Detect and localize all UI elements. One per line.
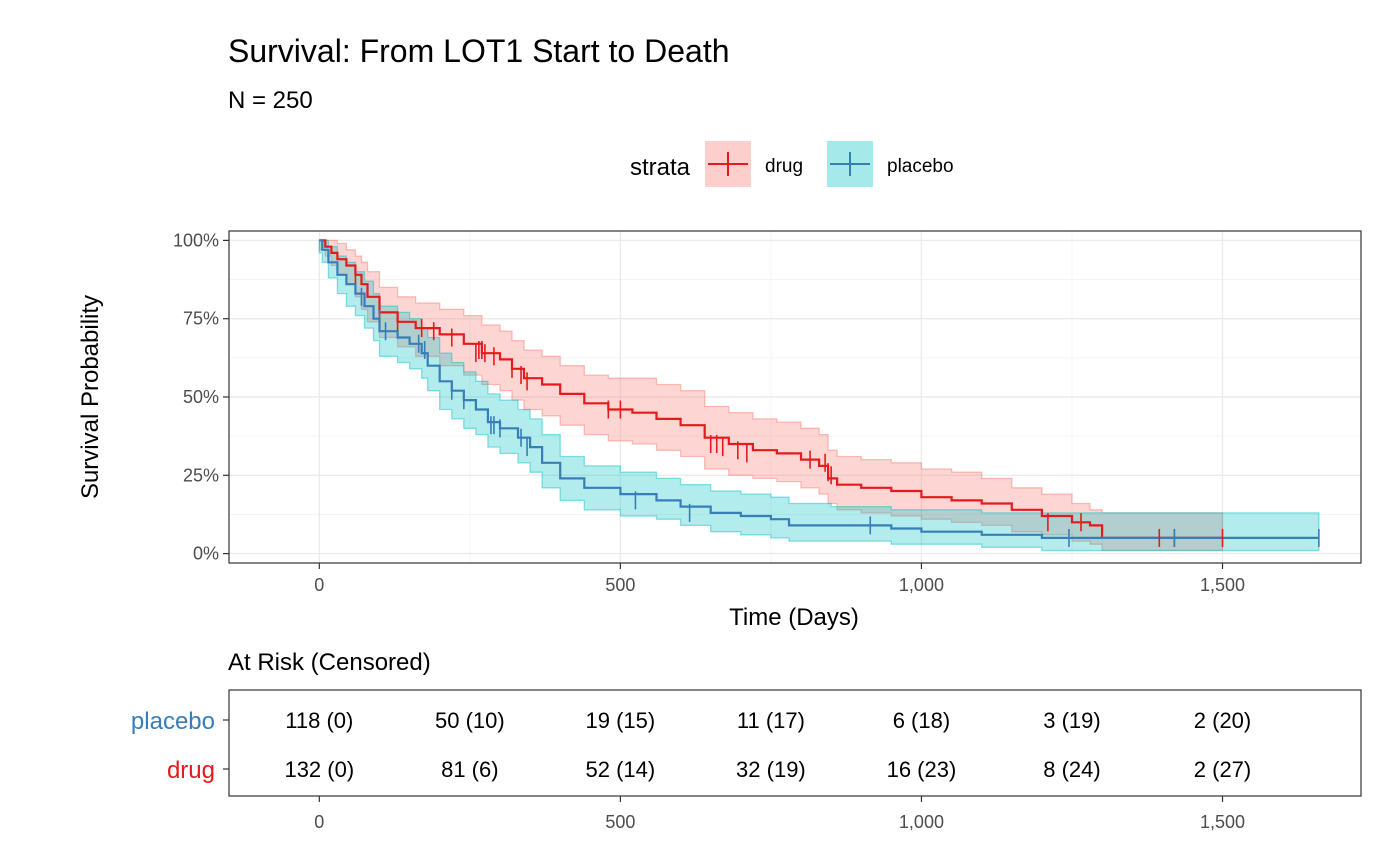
risk-table: placebo 118 (0) 50 (10) 19 (15) 11 (17) 6 (18… <box>131 689 1362 832</box>
risk-cell: 3 (19) <box>1043 708 1100 733</box>
risk-cell: 81 (6) <box>441 757 498 782</box>
risk-x-tick-label: 1,000 <box>899 812 944 832</box>
risk-cell: 11 (17) <box>737 708 805 733</box>
legend-title: strata <box>630 154 691 181</box>
risk-table-frame <box>228 689 1362 797</box>
risk-cell: 52 (14) <box>586 757 656 782</box>
chart-subtitle: N = 250 <box>228 87 313 114</box>
risk-cell: 16 (23) <box>887 757 957 782</box>
y-tick-label: 0% <box>193 544 219 564</box>
survival-plot-panel: 0 500 1,000 1,500 0% 25% 50% 75% 100% <box>173 230 1362 595</box>
chart-title: Survival: From LOT1 Start to Death <box>228 33 730 69</box>
risk-cell: 132 (0) <box>284 757 354 782</box>
survival-curve-drug <box>319 239 1223 539</box>
confidence-band-placebo <box>318 239 1320 552</box>
risk-x-tick-label: 1,500 <box>1200 812 1245 832</box>
risk-cell: 6 (18) <box>893 708 950 733</box>
legend-label-drug: drug <box>765 156 803 177</box>
risk-cell: 32 (19) <box>736 757 806 782</box>
y-tick-label: 100% <box>173 230 219 250</box>
x-tick-label: 0 <box>314 575 324 595</box>
risk-cell: 2 (27) <box>1194 757 1251 782</box>
legend-key-drug <box>705 141 751 187</box>
y-tick-label: 75% <box>183 309 219 329</box>
risk-cell: 118 (0) <box>285 708 353 733</box>
x-axis-label: Time (Days) <box>729 604 859 631</box>
legend-key-placebo <box>827 141 873 187</box>
legend: strata drug placebo <box>630 141 954 187</box>
risk-row-label-drug: drug <box>167 757 215 784</box>
risk-cell: 2 (20) <box>1194 708 1251 733</box>
confidence-band-drug <box>318 239 1224 552</box>
survival-curve-placebo <box>319 239 1319 539</box>
risk-x-tick-label: 500 <box>605 812 635 832</box>
x-tick-label: 500 <box>605 575 635 595</box>
risk-x-tick-label: 0 <box>314 812 324 832</box>
y-tick-label: 25% <box>183 465 219 485</box>
risk-cell: 8 (24) <box>1043 757 1100 782</box>
risk-cell: 19 (15) <box>586 708 656 733</box>
legend-label-placebo: placebo <box>887 156 954 177</box>
y-tick-label: 50% <box>183 387 219 407</box>
risk-row-label-placebo: placebo <box>131 708 215 735</box>
risk-table-title: At Risk (Censored) <box>228 649 431 676</box>
x-tick-label: 1,000 <box>899 575 944 595</box>
y-axis-label: Survival Probability <box>77 295 104 499</box>
x-tick-label: 1,500 <box>1200 575 1245 595</box>
risk-cell: 50 (10) <box>435 708 505 733</box>
